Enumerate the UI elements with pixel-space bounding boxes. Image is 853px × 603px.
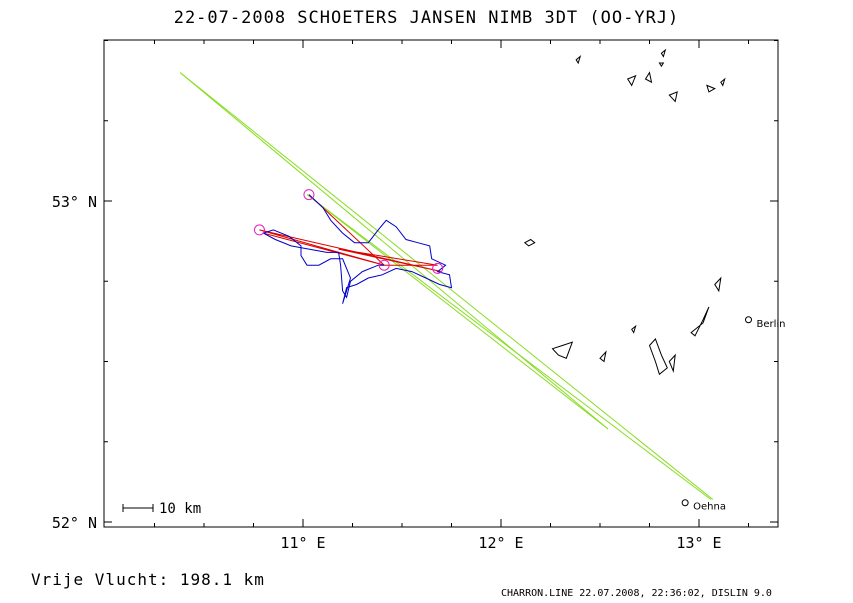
map-title: 22-07-2008 SCHOETERS JANSEN NIMB 3DT (OO…	[173, 8, 680, 28]
turnpoint-marker	[432, 262, 444, 274]
program-footer: CHARRON.LINE 22.07.2008, 22:36:02, DISLI…	[501, 588, 772, 599]
lake-outline	[575, 55, 582, 65]
lake-outline	[523, 238, 536, 247]
free-flight-label: Vrije Vlucht:	[31, 570, 170, 589]
airspace-line	[306, 194, 712, 500]
airspace-line	[179, 72, 609, 430]
scale-bar-label: 10 km	[159, 501, 201, 517]
map-frame-group: 11° E 12° E 13° E 53° N 52° N	[52, 39, 779, 552]
lake-outline	[631, 324, 637, 334]
lake-outline	[599, 350, 607, 363]
lake-outline	[668, 91, 678, 103]
place-marker	[745, 316, 752, 324]
place-marker	[681, 499, 689, 507]
free-flight-distance: Vrije Vlucht: 198.1 km	[31, 570, 265, 589]
lat-tick-label: 52° N	[52, 514, 97, 532]
lake-outline	[660, 48, 667, 58]
lake-outline	[690, 306, 710, 337]
turnpoint-marker	[253, 224, 265, 236]
turnpoint-marker	[303, 189, 315, 201]
lake-outline	[706, 84, 716, 93]
airspace-line	[306, 194, 609, 430]
scale-bar: 10 km	[122, 501, 201, 517]
lake-outline	[644, 71, 653, 84]
task-group	[259, 194, 442, 273]
lon-tick-label: 11° E	[280, 534, 325, 552]
turnpoint-marker	[378, 259, 390, 271]
places-group: Berlin Oehna	[681, 316, 786, 513]
lake-outline	[668, 353, 676, 374]
turnpoints-group	[253, 189, 444, 274]
task-line	[259, 194, 442, 273]
lake-outline	[658, 62, 665, 68]
place-label: Berlin	[757, 319, 786, 330]
lakes-group	[523, 48, 726, 376]
airspace-group	[179, 72, 714, 500]
flight-track	[262, 194, 453, 304]
lake-outline	[714, 276, 722, 293]
lat-tick-label: 53° N	[52, 193, 97, 211]
lon-tick-label: 13° E	[676, 534, 721, 552]
free-flight-value: 198.1 km	[179, 570, 265, 589]
map-frame	[103, 39, 779, 528]
lake-outline	[626, 74, 637, 87]
place-label: Oehna	[693, 502, 726, 513]
lake-outline	[648, 338, 668, 376]
track-group	[262, 194, 453, 304]
lake-outline	[551, 341, 574, 359]
lon-tick-label: 12° E	[478, 534, 523, 552]
lake-outline	[720, 77, 726, 87]
